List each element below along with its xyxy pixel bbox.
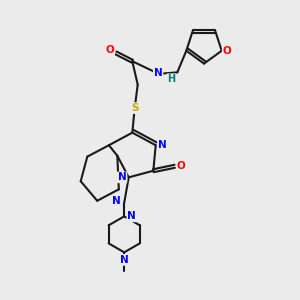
Text: N: N: [118, 172, 127, 182]
Text: O: O: [176, 161, 185, 171]
Text: O: O: [223, 46, 232, 56]
Text: O: O: [105, 45, 114, 55]
Text: S: S: [131, 103, 139, 113]
Text: N: N: [112, 196, 121, 206]
Text: N: N: [158, 140, 167, 150]
Text: N: N: [127, 211, 136, 221]
Text: N: N: [120, 255, 129, 265]
Text: N: N: [154, 68, 163, 78]
Text: H: H: [167, 74, 176, 84]
